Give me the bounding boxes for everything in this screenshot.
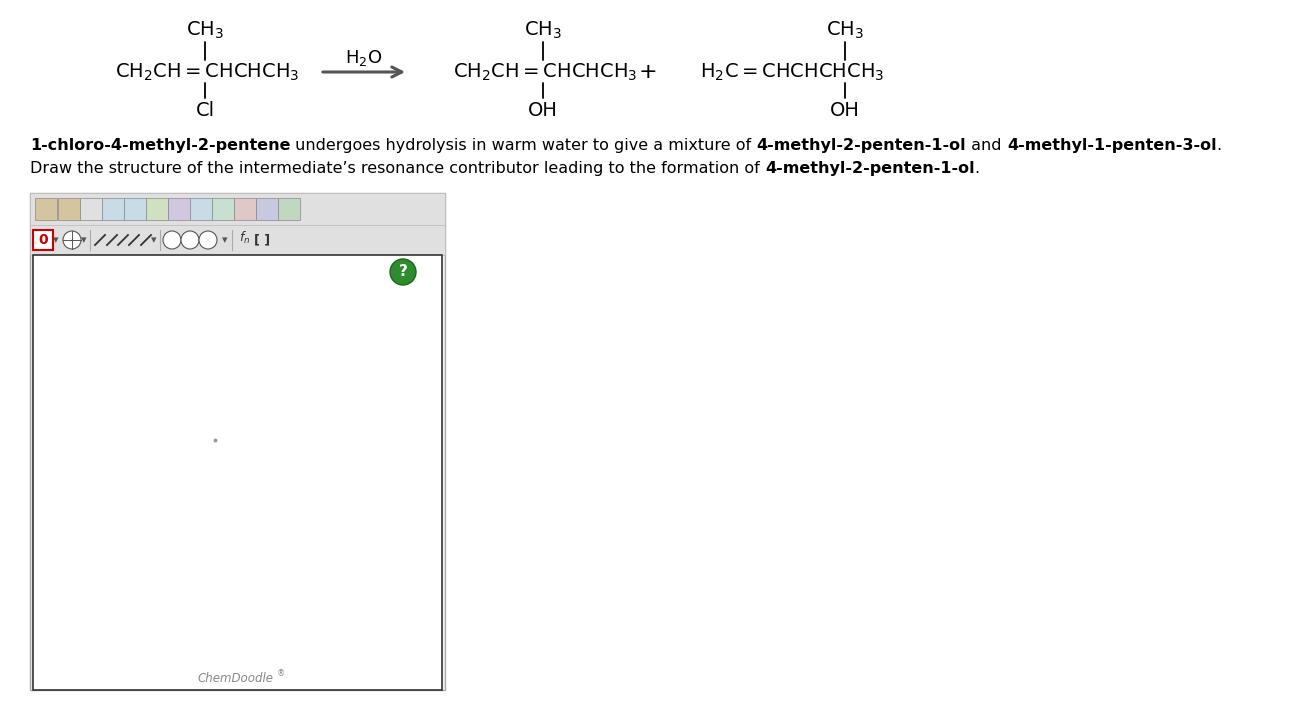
Text: and: and bbox=[967, 138, 1007, 153]
Bar bbox=[30, 193, 445, 225]
Bar bbox=[33, 230, 54, 250]
Circle shape bbox=[63, 231, 81, 249]
Circle shape bbox=[198, 231, 217, 249]
Text: $f_n$: $f_n$ bbox=[239, 230, 251, 246]
Text: 0: 0 bbox=[38, 233, 48, 247]
Bar bbox=[102, 198, 124, 220]
Bar bbox=[234, 198, 256, 220]
Text: OH: OH bbox=[529, 100, 559, 120]
Text: H$_2$C$=$CHCHCHCH$_3$: H$_2$C$=$CHCHCHCH$_3$ bbox=[699, 62, 885, 82]
Bar bbox=[211, 198, 234, 220]
Bar bbox=[191, 198, 211, 220]
Text: .: . bbox=[975, 161, 980, 176]
Bar bbox=[33, 255, 442, 690]
Bar bbox=[278, 198, 300, 220]
Bar bbox=[35, 198, 57, 220]
Bar bbox=[124, 198, 146, 220]
Text: H$_2$O: H$_2$O bbox=[346, 48, 382, 68]
Text: ▾: ▾ bbox=[222, 235, 228, 245]
Text: CH$_3$: CH$_3$ bbox=[525, 19, 562, 41]
Text: 4-methyl-2-penten-1-ol: 4-methyl-2-penten-1-ol bbox=[765, 161, 975, 176]
Text: ▾: ▾ bbox=[54, 235, 59, 245]
Text: [ ]: [ ] bbox=[254, 234, 270, 247]
Text: ChemDoodle: ChemDoodle bbox=[197, 672, 273, 685]
Bar bbox=[256, 198, 278, 220]
Text: CH$_3$: CH$_3$ bbox=[187, 19, 224, 41]
Text: CH$_2$CH$=$CHCHCH$_3$: CH$_2$CH$=$CHCHCH$_3$ bbox=[115, 62, 299, 82]
Text: CH$_2$CH$=$CHCHCH$_3$: CH$_2$CH$=$CHCHCH$_3$ bbox=[453, 62, 638, 82]
Text: .: . bbox=[1216, 138, 1221, 153]
Text: CH$_3$: CH$_3$ bbox=[826, 19, 864, 41]
Circle shape bbox=[181, 231, 198, 249]
Text: 4-methyl-2-penten-1-ol: 4-methyl-2-penten-1-ol bbox=[757, 138, 967, 153]
Text: ▾: ▾ bbox=[81, 235, 87, 245]
Circle shape bbox=[390, 259, 416, 285]
Text: ®: ® bbox=[277, 670, 284, 678]
Text: Draw the structure of the intermediate’s resonance contributor leading to the fo: Draw the structure of the intermediate’s… bbox=[30, 161, 765, 176]
Text: OH: OH bbox=[830, 100, 860, 120]
Bar bbox=[80, 198, 102, 220]
Bar bbox=[30, 193, 445, 690]
Text: ?: ? bbox=[398, 265, 407, 280]
Bar bbox=[30, 225, 445, 255]
Text: Cl: Cl bbox=[196, 100, 214, 120]
Text: 1-chloro-4-methyl-2-pentene: 1-chloro-4-methyl-2-pentene bbox=[30, 138, 291, 153]
Text: +: + bbox=[638, 62, 658, 82]
Bar bbox=[146, 198, 168, 220]
Text: 4-methyl-1-penten-3-ol: 4-methyl-1-penten-3-ol bbox=[1007, 138, 1216, 153]
Bar bbox=[168, 198, 191, 220]
Text: undergoes hydrolysis in warm water to give a mixture of: undergoes hydrolysis in warm water to gi… bbox=[291, 138, 757, 153]
Bar bbox=[57, 198, 80, 220]
Text: ▾: ▾ bbox=[151, 235, 157, 245]
Circle shape bbox=[163, 231, 181, 249]
